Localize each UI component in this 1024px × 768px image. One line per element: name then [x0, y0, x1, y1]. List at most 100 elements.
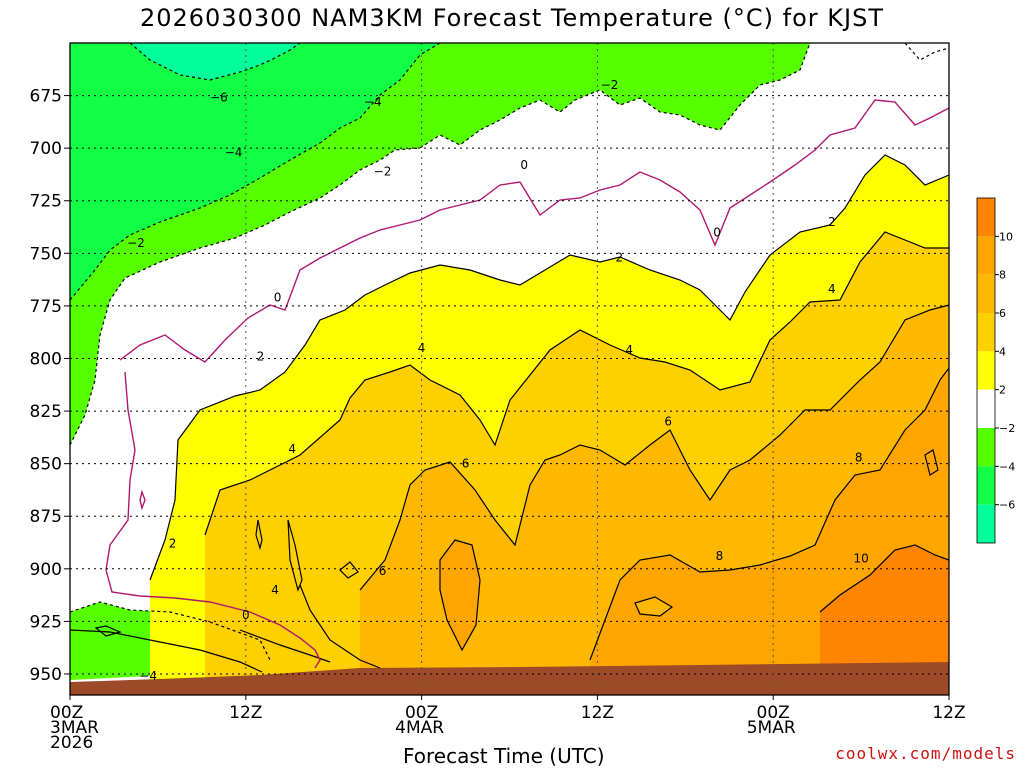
contour-label: −4 [364, 95, 382, 109]
colorbar-tick-label: 10 [999, 230, 1013, 243]
y-tick-label: 800 [30, 349, 62, 369]
contour-line-4 [70, 601, 271, 661]
contour-label: 2 [828, 215, 836, 229]
contour-line-13 [255, 519, 263, 551]
contour-label: 4 [625, 343, 633, 357]
y-tick-label: 675 [30, 87, 62, 107]
contour-labels: −6 −4 −2 −4 −2 −2 −4 0 0 0 0 2 2 2 2 4 4 4 4 4 6 6 6 8 8 10 [127, 78, 869, 683]
colorbar-swatch [977, 389, 995, 428]
contour-label: −4 [225, 145, 243, 159]
zero-isotherm-3 [139, 489, 146, 511]
contour-label: 6 [462, 457, 470, 471]
y-tick-label: 775 [30, 297, 62, 317]
contour-line-7 [204, 231, 949, 536]
y-tick-label: 825 [30, 402, 62, 422]
x-tick-label: 12Z [229, 703, 262, 723]
x-tick-label: 5MAR [747, 718, 796, 738]
colorbar-swatch [977, 504, 995, 543]
contour-label: 4 [288, 442, 296, 456]
colorbar-swatch [977, 236, 995, 275]
x-tick-label: 4MAR [395, 718, 444, 738]
contour-fields [70, 43, 949, 695]
contour-line-16 [924, 449, 939, 476]
contour-label: −2 [601, 78, 619, 92]
colorbar-tick-label: 6 [999, 307, 1006, 320]
y-tick-label: 750 [30, 244, 62, 264]
y-tick-label: 725 [30, 192, 62, 212]
colorbar-swatch [977, 198, 995, 237]
plot-frame [69, 42, 950, 696]
contour-label: 4 [828, 282, 836, 296]
contour-label: −4 [139, 669, 157, 683]
contour-label: 0 [274, 290, 282, 304]
contour-line-1 [70, 43, 441, 301]
contour-band-m6_m4 [70, 43, 440, 300]
colorbar-tick-label: 4 [999, 345, 1006, 358]
y-tick-label: 700 [30, 139, 62, 159]
y-tick-label: 850 [30, 455, 62, 475]
y-axis: 675 700 725 750 775 800 825 850 875 900 925 950 [30, 87, 70, 685]
contour-label: −2 [127, 236, 145, 250]
x-tick-label: 12Z [932, 703, 965, 723]
x-tick-label: 00Z [757, 703, 790, 723]
colorbar-swatch [977, 274, 995, 313]
contour-label: 8 [716, 549, 724, 563]
colorbar-swatch [977, 428, 995, 467]
contour-label: −2 [374, 164, 392, 178]
contour-line-12 [819, 544, 949, 613]
contour-line-5 [904, 43, 949, 61]
colorbar: 10 8 6 4 2 −2 −4 −6 [976, 197, 1015, 544]
contour-line-10 [439, 539, 481, 652]
contour-label: 4 [418, 341, 426, 355]
y-tick-label: 875 [30, 507, 62, 527]
contour-label: −6 [210, 91, 228, 105]
contour-line-2 [129, 43, 301, 81]
zero-isotherm-1 [119, 99, 949, 363]
x-tick-label: 2026 [50, 733, 93, 753]
x-tick-label: 12Z [581, 703, 614, 723]
colorbar-tick-label: 8 [999, 269, 1006, 282]
contour-label: 2 [257, 349, 265, 363]
colorbar-frame [976, 197, 996, 544]
contour-line-15 [339, 561, 359, 579]
contour-line-20 [94, 625, 122, 637]
contour-line-17 [70, 629, 263, 673]
zero-isotherm-2 [105, 371, 321, 669]
colorbar-swatch [977, 351, 995, 390]
contour-line-8 [359, 304, 949, 591]
y-tick-label: 900 [30, 560, 62, 580]
contour-line-19 [299, 584, 381, 669]
contour-label: 8 [855, 450, 863, 464]
colorbar-tick-label: −6 [999, 499, 1015, 512]
colorbar-tick-label: 2 [999, 384, 1006, 397]
contour-label: 10 [853, 551, 868, 565]
chart-title: 2026030300 NAM3KM Forecast Temperature (… [139, 4, 885, 32]
contour-line-9 [589, 367, 949, 661]
contour-band-ground [70, 662, 949, 695]
contour-label: 6 [664, 415, 672, 429]
contour-label: 6 [379, 564, 387, 578]
x-tick-label: 00Z [405, 703, 438, 723]
contour-band-below_m6 [130, 43, 300, 80]
source-credit: coolwx.com/models [835, 744, 1016, 763]
colorbar-tick-label: −2 [999, 422, 1015, 435]
x-axis-title: Forecast Time (UTC) [403, 744, 605, 768]
contour-band-8_10 [440, 540, 480, 650]
y-tick-label: 950 [30, 665, 62, 685]
contour-label: 4 [271, 583, 279, 597]
contour-line-6 [149, 154, 949, 581]
y-tick-label: 925 [30, 612, 62, 632]
x-tick-label: 00Z [50, 703, 83, 723]
contour-label: 0 [713, 225, 721, 239]
contour-label: 0 [242, 608, 250, 622]
contour-label: 2 [616, 251, 624, 265]
colorbar-tick-label: −4 [999, 460, 1015, 473]
contour-label: 2 [169, 537, 177, 551]
contour-line-3 [70, 43, 811, 446]
x-tick-label: 3MAR [50, 718, 99, 738]
contour-line-11 [634, 596, 674, 617]
contour-band-above_10 [820, 545, 949, 695]
colorbar-swatch [977, 313, 995, 352]
